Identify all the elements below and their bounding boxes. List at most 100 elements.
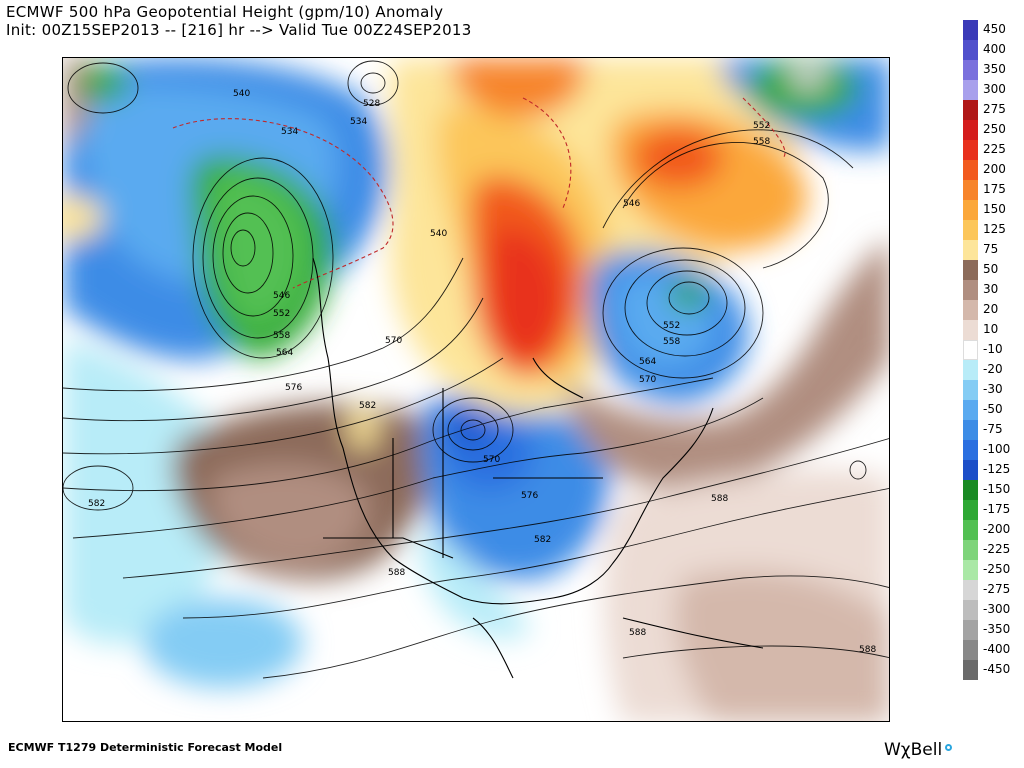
contour-label: 588 (711, 494, 728, 504)
legend-swatch (963, 180, 978, 200)
legend-entry: 400 (963, 40, 1023, 60)
legend-label: -125 (983, 462, 1011, 476)
legend-swatch (963, 340, 978, 360)
legend-label: 400 (983, 42, 1006, 56)
legend-label: 175 (983, 182, 1006, 196)
legend-label: -400 (983, 642, 1011, 656)
legend-entry: 150 (963, 200, 1023, 220)
map-subtitle: Init: 00Z15SEP2013 -- [216] hr --> Valid… (6, 21, 472, 39)
legend-entry: -300 (963, 600, 1023, 620)
legend-label: 125 (983, 222, 1006, 236)
legend-swatch (963, 360, 978, 380)
contour-label: 552 (753, 121, 770, 131)
legend-entry: -125 (963, 460, 1023, 480)
brand-text: WχBell (884, 740, 943, 760)
legend-entry: 175 (963, 180, 1023, 200)
legend-entry: -275 (963, 580, 1023, 600)
legend-label: 30 (983, 282, 999, 296)
legend-entry: -200 (963, 520, 1023, 540)
contour-label: 558 (273, 331, 290, 341)
legend-entry: 10 (963, 320, 1023, 340)
contour-label: 540 (233, 89, 250, 99)
legend-swatch (963, 600, 978, 620)
model-caption: ECMWF T1279 Deterministic Forecast Model (8, 741, 283, 754)
legend-label: -50 (983, 402, 1003, 416)
legend-label: -225 (983, 542, 1011, 556)
legend-swatch (963, 640, 978, 660)
legend-label: 350 (983, 62, 1006, 76)
legend-entry: 50 (963, 260, 1023, 280)
legend-label: 20 (983, 302, 999, 316)
legend-entry: -150 (963, 480, 1023, 500)
legend-label: -300 (983, 602, 1011, 616)
legend-swatch (963, 120, 978, 140)
legend-label: -450 (983, 662, 1011, 676)
legend-swatch (963, 540, 978, 560)
legend-entry: 350 (963, 60, 1023, 80)
legend-entry: -100 (963, 440, 1023, 460)
legend-entry: 300 (963, 80, 1023, 100)
legend-swatch (963, 60, 978, 80)
color-legend: 450 400 350 300 275 250 225 200 175 150 125 75 50 30 2… (963, 20, 1023, 724)
legend-entry: 75 (963, 240, 1023, 260)
contour-label: 534 (281, 127, 298, 137)
contour-label: 552 (663, 321, 680, 331)
legend-swatch (963, 620, 978, 640)
legend-swatch (963, 40, 978, 60)
legend-swatch (963, 560, 978, 580)
contour-label: 588 (859, 645, 876, 655)
legend-entry: 225 (963, 140, 1023, 160)
legend-label: 225 (983, 142, 1006, 156)
legend-entry: 250 (963, 120, 1023, 140)
contour-label: 558 (753, 137, 770, 147)
legend-entry: -225 (963, 540, 1023, 560)
legend-swatch (963, 480, 978, 500)
legend-entry: 30 (963, 280, 1023, 300)
legend-swatch (963, 460, 978, 480)
legend-label: -250 (983, 562, 1011, 576)
legend-swatch (963, 140, 978, 160)
contour-label: 558 (663, 337, 680, 347)
contour-label: 570 (483, 455, 500, 465)
legend-label: -150 (983, 482, 1011, 496)
legend-label: 150 (983, 202, 1006, 216)
brand-dot-icon (945, 744, 953, 751)
legend-entry: -10 (963, 340, 1023, 360)
anomaly-map: 540 528 534 534 540 546 552 558 564 570 576 582 582 5… (62, 57, 890, 722)
legend-swatch (963, 520, 978, 540)
legend-swatch (963, 260, 978, 280)
legend-swatch (963, 580, 978, 600)
contour-label: 582 (534, 535, 551, 545)
contour-label: 528 (363, 99, 380, 109)
legend-entry: -75 (963, 420, 1023, 440)
legend-label: 450 (983, 22, 1006, 36)
legend-swatch (963, 80, 978, 100)
contour-label: 534 (350, 117, 367, 127)
legend-swatch (963, 160, 978, 180)
legend-label: -100 (983, 442, 1011, 456)
legend-swatch (963, 660, 978, 680)
legend-label: -200 (983, 522, 1011, 536)
contour-label: 552 (273, 309, 290, 319)
contour-label: 540 (430, 229, 447, 239)
legend-entry: 450 (963, 20, 1023, 40)
contour-label: 576 (521, 491, 538, 501)
legend-entry: -30 (963, 380, 1023, 400)
legend-entry: -400 (963, 640, 1023, 660)
legend-entry: -350 (963, 620, 1023, 640)
legend-label: -30 (983, 382, 1003, 396)
legend-swatch (963, 380, 978, 400)
contour-label: 564 (276, 348, 293, 358)
legend-label: -175 (983, 502, 1011, 516)
legend-swatch (963, 240, 978, 260)
legend-entry: -175 (963, 500, 1023, 520)
legend-label: -350 (983, 622, 1011, 636)
legend-swatch (963, 320, 978, 340)
legend-label: -275 (983, 582, 1011, 596)
contour-label: 576 (285, 383, 302, 393)
contour-label: 546 (623, 199, 640, 209)
legend-swatch (963, 220, 978, 240)
contour-label: 570 (639, 375, 656, 385)
legend-swatch (963, 300, 978, 320)
legend-swatch (963, 400, 978, 420)
